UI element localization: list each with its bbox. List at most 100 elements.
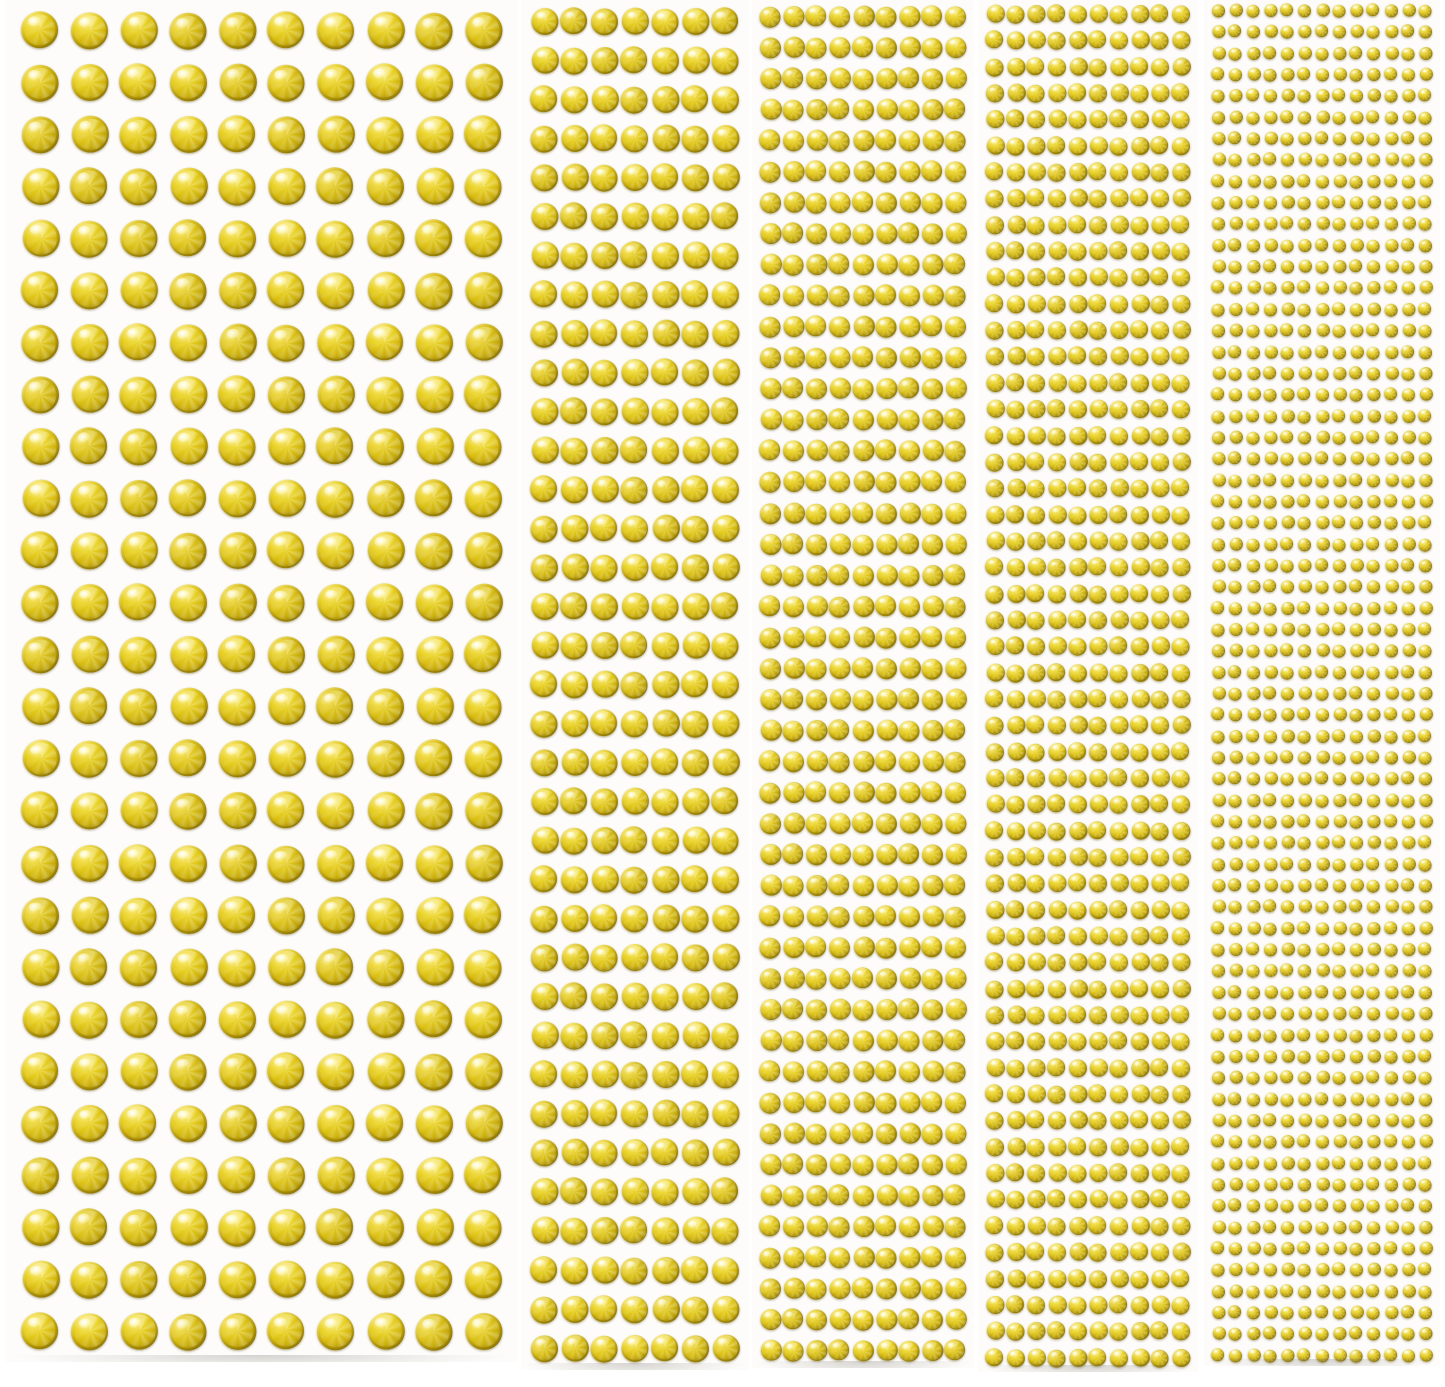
gem-sticker[interactable] <box>590 1335 618 1363</box>
gem-sticker[interactable] <box>562 358 590 386</box>
gem-sticker[interactable] <box>1349 495 1363 509</box>
gem-sticker[interactable] <box>1418 622 1432 636</box>
gem-sticker[interactable] <box>465 532 503 570</box>
gem-sticker[interactable] <box>1315 815 1329 829</box>
gem-sticker[interactable] <box>1131 1058 1150 1077</box>
gem-sticker[interactable] <box>1229 196 1243 210</box>
gem-sticker[interactable] <box>711 671 739 699</box>
gem-sticker[interactable] <box>1262 1113 1276 1127</box>
gem-sticker[interactable] <box>828 1184 850 1206</box>
gem-sticker[interactable] <box>782 565 804 587</box>
gem-sticker[interactable] <box>1331 88 1345 102</box>
gem-sticker[interactable] <box>1067 610 1086 629</box>
gem-sticker[interactable] <box>1048 874 1067 893</box>
gem-sticker[interactable] <box>876 1309 898 1331</box>
gem-sticker[interactable] <box>119 376 157 414</box>
gem-sticker[interactable] <box>1299 1326 1313 1340</box>
gem-sticker[interactable] <box>1152 1032 1171 1051</box>
gem-sticker[interactable] <box>366 428 404 466</box>
gem-sticker[interactable] <box>1264 430 1278 444</box>
gem-sticker[interactable] <box>875 317 897 339</box>
gem-sticker[interactable] <box>531 826 559 854</box>
gem-sticker[interactable] <box>621 359 649 387</box>
gem-sticker[interactable] <box>71 64 109 102</box>
gem-sticker[interactable] <box>1171 901 1190 920</box>
gem-sticker[interactable] <box>782 1308 804 1330</box>
gem-sticker[interactable] <box>875 1092 897 1114</box>
gem-sticker[interactable] <box>1367 921 1381 935</box>
gem-sticker[interactable] <box>1069 57 1088 76</box>
gem-sticker[interactable] <box>1028 557 1047 576</box>
gem-sticker[interactable] <box>1048 84 1067 103</box>
gem-sticker[interactable] <box>1006 1217 1025 1236</box>
gem-sticker[interactable] <box>219 792 257 830</box>
gem-sticker[interactable] <box>681 1334 709 1362</box>
gem-sticker[interactable] <box>680 1255 708 1283</box>
gem-sticker[interactable] <box>1151 347 1170 366</box>
gem-sticker[interactable] <box>1152 636 1171 655</box>
gem-sticker[interactable] <box>1315 708 1329 722</box>
gem-sticker[interactable] <box>119 637 157 675</box>
gem-sticker[interactable] <box>1151 980 1170 999</box>
gem-sticker[interactable] <box>1212 4 1225 18</box>
gem-sticker[interactable] <box>1007 742 1026 761</box>
gem-sticker[interactable] <box>1047 189 1066 208</box>
gem-sticker[interactable] <box>828 1339 850 1361</box>
gem-sticker[interactable] <box>1419 666 1432 680</box>
gem-sticker[interactable] <box>1006 822 1025 841</box>
gem-sticker[interactable] <box>1228 878 1242 892</box>
gem-sticker[interactable] <box>1228 1328 1242 1342</box>
gem-sticker[interactable] <box>1402 1177 1416 1191</box>
gem-sticker[interactable] <box>1228 901 1242 915</box>
gem-sticker[interactable] <box>853 5 875 27</box>
gem-sticker[interactable] <box>1171 532 1190 551</box>
gem-sticker[interactable] <box>1172 821 1191 840</box>
gem-sticker[interactable] <box>945 1092 966 1114</box>
gem-sticker[interactable] <box>592 1061 620 1089</box>
gem-sticker[interactable] <box>119 583 157 621</box>
gem-sticker[interactable] <box>1262 686 1276 700</box>
gem-sticker[interactable] <box>1400 1091 1414 1105</box>
gem-sticker[interactable] <box>531 593 559 621</box>
gem-sticker[interactable] <box>1026 583 1045 602</box>
gem-sticker[interactable] <box>1315 1028 1329 1042</box>
gem-sticker[interactable] <box>1402 857 1416 871</box>
gem-sticker[interactable] <box>1419 1092 1432 1106</box>
gem-sticker[interactable] <box>591 203 619 231</box>
gem-sticker[interactable] <box>1007 610 1026 629</box>
gem-sticker[interactable] <box>1297 67 1311 81</box>
gem-sticker[interactable] <box>416 427 454 465</box>
gem-sticker[interactable] <box>267 271 305 309</box>
gem-sticker[interactable] <box>1212 579 1226 593</box>
gem-sticker[interactable] <box>1047 531 1066 550</box>
gem-sticker[interactable] <box>1088 952 1107 971</box>
gem-sticker[interactable] <box>899 316 921 338</box>
gem-sticker[interactable] <box>71 1052 109 1090</box>
gem-sticker[interactable] <box>829 1278 851 1300</box>
gem-sticker[interactable] <box>1211 730 1225 744</box>
gem-sticker[interactable] <box>1314 344 1328 358</box>
gem-sticker[interactable] <box>711 7 739 35</box>
gem-sticker[interactable] <box>1350 303 1363 317</box>
gem-sticker[interactable] <box>1368 89 1382 103</box>
gem-sticker[interactable] <box>944 1184 966 1206</box>
gem-sticker[interactable] <box>1297 943 1311 957</box>
gem-sticker[interactable] <box>1298 1199 1312 1213</box>
gem-sticker[interactable] <box>1367 815 1381 829</box>
gem-sticker[interactable] <box>1297 1134 1311 1148</box>
gem-sticker[interactable] <box>1130 611 1149 630</box>
gem-sticker[interactable] <box>71 584 109 622</box>
gem-sticker[interactable] <box>1245 1155 1259 1169</box>
gem-sticker[interactable] <box>1090 794 1109 813</box>
gem-sticker[interactable] <box>1418 515 1432 529</box>
gem-sticker[interactable] <box>782 843 804 865</box>
gem-sticker[interactable] <box>1368 1156 1382 1170</box>
gem-sticker[interactable] <box>1151 1243 1170 1262</box>
gem-sticker[interactable] <box>1090 926 1109 945</box>
gem-sticker[interactable] <box>759 129 781 151</box>
gem-sticker[interactable] <box>1350 345 1364 359</box>
gem-sticker[interactable] <box>1110 347 1129 366</box>
gem-sticker[interactable] <box>1006 558 1025 577</box>
gem-sticker[interactable] <box>120 1260 158 1298</box>
gem-sticker[interactable] <box>898 99 920 121</box>
